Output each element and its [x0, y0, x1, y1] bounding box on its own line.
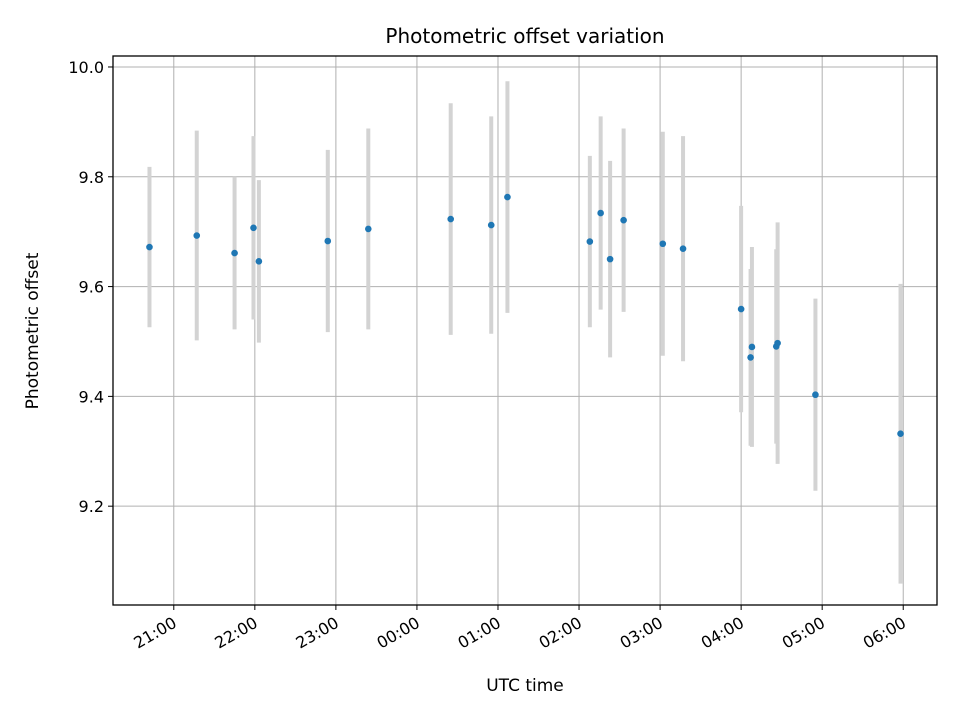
- chart-title: Photometric offset variation: [385, 24, 664, 48]
- data-point: [250, 224, 257, 232]
- data-point: [231, 249, 238, 257]
- data-point: [747, 354, 754, 361]
- data-point: [737, 305, 745, 313]
- data-point: [586, 238, 594, 245]
- data-point: [193, 232, 201, 239]
- data-point: [447, 215, 455, 223]
- data-point: [146, 243, 153, 251]
- y-axis: 9.2 9.4 9.6 9.8 10.0: [68, 58, 113, 516]
- data-point: [679, 245, 687, 252]
- data-point: [774, 339, 781, 347]
- data-point: [255, 258, 263, 265]
- plot-frame: [112, 55, 938, 606]
- grid-lines: [113, 56, 937, 605]
- data-point: [365, 225, 372, 233]
- y-tick-label: 9.2: [79, 497, 104, 516]
- data-points: [146, 193, 904, 438]
- y-tick-label: 9.6: [79, 278, 104, 297]
- data-point: [659, 240, 667, 248]
- data-point: [606, 255, 614, 263]
- data-point: [748, 343, 756, 351]
- y-tick-label: 10.0: [68, 58, 104, 77]
- data-point: [504, 193, 511, 201]
- x-axis-title: UTC time: [486, 676, 564, 696]
- data-point: [620, 216, 627, 224]
- data-point: [487, 221, 495, 229]
- y-axis-title: Photometric offset: [23, 252, 43, 409]
- y-tick-label: 9.8: [79, 168, 104, 187]
- data-point: [897, 430, 904, 438]
- y-tick-label: 9.4: [79, 387, 104, 406]
- data-point: [597, 209, 604, 217]
- data-point: [812, 391, 819, 399]
- data-point: [324, 237, 332, 245]
